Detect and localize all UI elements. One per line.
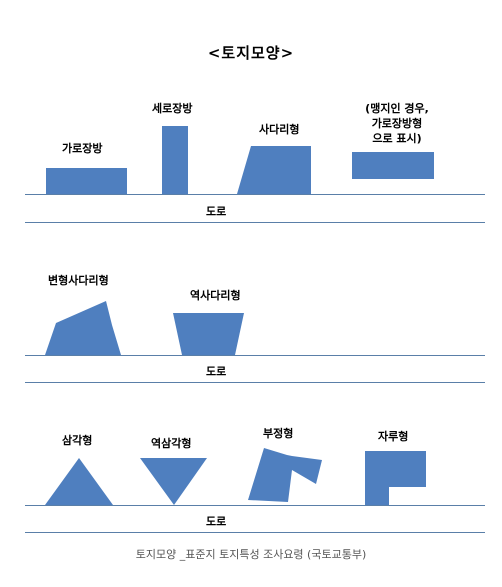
road-line-top-3 bbox=[25, 505, 485, 506]
diagram-title: <토지모양> bbox=[207, 44, 295, 62]
road-line-top-2 bbox=[25, 355, 485, 356]
shape-label-horizontal-rect: 가로장방 bbox=[62, 142, 103, 155]
road-label-2: 도로 bbox=[206, 365, 227, 378]
irregular-shape bbox=[248, 448, 322, 502]
shape-label-inverted-triangle: 역삼각형 bbox=[151, 437, 192, 450]
shape-label-trapezoid: 사다리형 bbox=[259, 123, 300, 136]
road-line-top-1 bbox=[25, 194, 485, 195]
modified-trapezoid-shape bbox=[45, 301, 121, 355]
flag-lot-shape bbox=[365, 451, 426, 505]
road-label-3: 도로 bbox=[206, 515, 227, 528]
note-line-1: (맹지인 경우, bbox=[365, 102, 429, 115]
shape-label-flag-lot: 자루형 bbox=[378, 430, 409, 443]
shape-label-vertical-rect: 세로장방 bbox=[152, 102, 193, 115]
inverted-triangle-shape bbox=[140, 458, 207, 505]
shape-label-inverted-trapezoid: 역사다리형 bbox=[190, 289, 241, 302]
road-line-bottom-2 bbox=[25, 382, 485, 383]
source-caption: 토지모양 _표준지 토지특성 조사요령 (국토교통부) bbox=[135, 548, 367, 561]
horizontal-rect-shape bbox=[46, 168, 127, 194]
landlocked-rect-shape bbox=[352, 152, 434, 179]
shape-note-landlocked: (맹지인 경우, 가로장방형 으로 표시) bbox=[347, 101, 447, 146]
note-line-3: 으로 표시) bbox=[372, 132, 422, 145]
triangle-shape bbox=[45, 458, 113, 505]
road-line-bottom-3 bbox=[25, 532, 485, 533]
shape-label-modified-trapezoid: 변형사다리형 bbox=[48, 274, 109, 287]
road-line-bottom-1 bbox=[25, 222, 485, 223]
shape-label-triangle: 삼각형 bbox=[62, 434, 93, 447]
road-label-1: 도로 bbox=[206, 205, 227, 218]
shape-label-irregular: 부정형 bbox=[263, 427, 294, 440]
vertical-rect-shape bbox=[162, 126, 188, 194]
inverted-trapezoid-shape bbox=[173, 313, 244, 355]
note-line-2: 가로장방형 bbox=[371, 117, 423, 130]
trapezoid-shape bbox=[237, 146, 311, 194]
